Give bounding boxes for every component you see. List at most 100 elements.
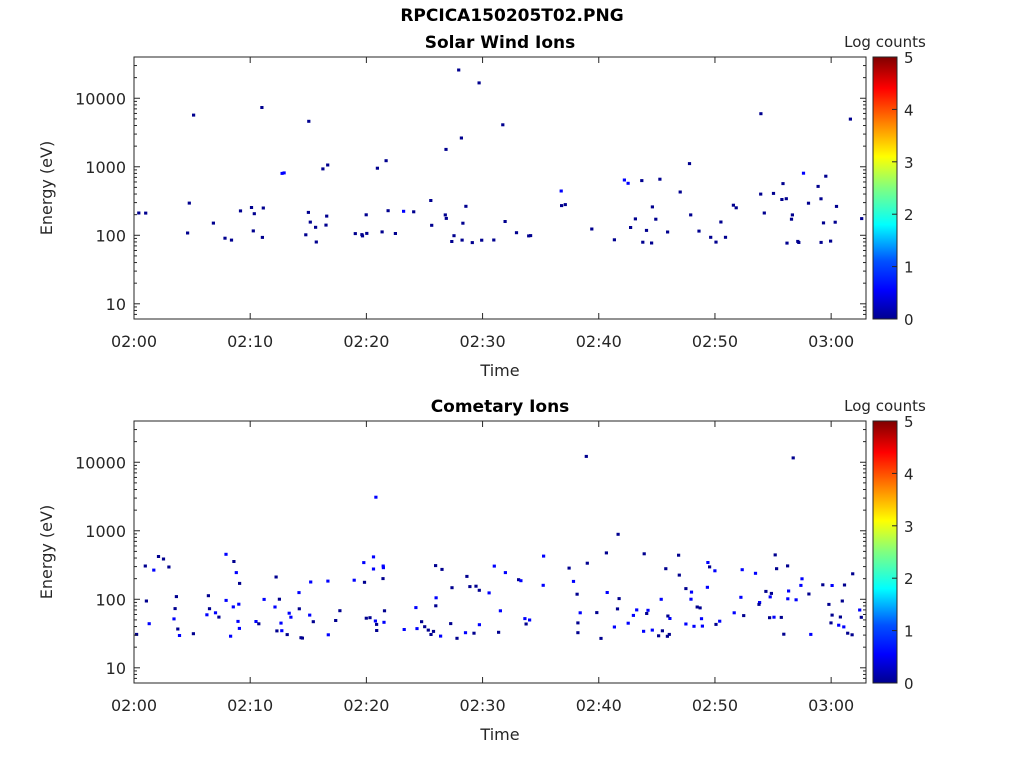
spectrogram-cell [444,147,448,151]
spectrogram-cell [426,628,430,632]
spectrogram-cell [423,625,427,629]
spectrogram-cell [172,617,176,621]
spectrogram-cell [381,577,385,581]
spectrogram-cell [786,564,790,568]
spectrogram-cell [677,573,681,577]
spectrogram-cell [785,241,789,245]
spectrogram-cell [718,619,722,623]
spectrogram-cell [590,227,594,231]
spectrogram-cell [768,616,772,620]
spectrogram-cell [821,583,825,587]
spectrogram-cell [213,611,218,615]
cometary-colorbar-label: Log counts [844,397,926,415]
spectrogram-cell [834,204,839,208]
spectrogram-cell [684,622,688,626]
spectrogram-cell [759,192,763,196]
spectrogram-cell [503,571,507,575]
spectrogram-cell [326,579,330,583]
solar-wind-colorbar-ticks: 0 1 2 3 4 5 [892,49,914,329]
spectrogram-cell [257,622,261,626]
spectrogram-cell [191,632,195,636]
spectrogram-cell [434,604,438,608]
spectrogram-cell [177,634,182,637]
spectrogram-cell [207,607,212,611]
spectrogram-cell [273,605,277,609]
spectrogram-cell [658,177,662,181]
cometary-x-label: Time [479,725,519,744]
spectrogram-cell [234,571,238,575]
spectrogram-cell [833,220,837,224]
spectrogram-cell [360,233,364,237]
spectrogram-cell [842,583,847,587]
spectrogram-cell [605,591,609,594]
spectrogram-cell [824,174,828,178]
spectrogram-cell [364,213,368,217]
spectrogram-cell [830,584,834,587]
spectrogram-cell [229,238,234,242]
spectrogram-cell [706,561,710,564]
spectrogram-cell [205,613,209,617]
spectrogram-cell [616,532,620,536]
solar-wind-spectrogram [137,68,864,245]
spectrogram-cell [731,203,735,207]
colorbar-tick-label: 1 [904,623,914,641]
spectrogram-cell [252,212,256,216]
spectrogram-cell [819,240,823,244]
spectrogram-cell [640,179,644,183]
y-tick-label: 1000 [85,158,126,177]
spectrogram-cell [254,620,258,623]
spectrogram-cell [633,217,637,221]
spectrogram-cell [386,209,390,213]
colorbar-tick-label: 5 [904,413,914,431]
spectrogram-cell [311,620,315,624]
spectrogram-cell [799,583,803,587]
spectrogram-cell [314,240,318,244]
spectrogram-cell [374,495,378,499]
spectrogram-cell [152,568,156,572]
spectrogram-cell [440,567,444,571]
spectrogram-cell [477,81,481,85]
spectrogram-cell [687,162,692,166]
spectrogram-cell [642,552,646,556]
spectrogram-cell [308,613,312,617]
spectrogram-cell [280,171,284,175]
spectrogram-cell [487,591,491,595]
spectrogram-cell [615,607,620,611]
spectrogram-cell [187,201,191,205]
spectrogram-cell [287,611,291,615]
spectrogram-cell [772,615,776,619]
spectrogram-cell [714,622,718,626]
spectrogram-cell [238,209,243,213]
spectrogram-cell [791,456,795,460]
figure-title: RPCICA150205T02.PNG [400,6,624,26]
spectrogram-cell [477,623,481,627]
y-tick-label: 100 [95,590,126,609]
solar-wind-x-label: Time [479,361,519,380]
spectrogram-cell [232,560,236,563]
spectrogram-cell [739,595,743,599]
spectrogram-cell [402,628,406,631]
spectrogram-cell [528,618,532,622]
spectrogram-cell [161,557,166,561]
spectrogram-cell [779,615,783,619]
x-tick-label: 02:00 [111,696,157,715]
spectrogram-cell [297,607,301,611]
spectrogram-cell [460,238,464,242]
x-tick-label: 02:20 [343,332,389,351]
solar-wind-y-label: Energy (eV) [37,141,56,235]
spectrogram-cell [443,213,447,217]
spectrogram-cell [229,634,233,638]
spectrogram-cell [846,631,850,635]
spectrogram-cell [143,564,147,568]
spectrogram-cell [786,597,790,601]
spectrogram-cell [713,569,717,573]
spectrogram-cell [697,229,701,233]
spectrogram-cell [617,597,621,601]
spectrogram-cell [612,238,616,242]
spectrogram-cell [612,625,616,629]
spectrogram-cell [821,221,826,225]
spectrogram-cell [622,178,626,182]
spectrogram-cell [217,615,221,619]
x-tick-label: 02:30 [460,332,506,351]
spectrogram-cell [514,231,519,235]
